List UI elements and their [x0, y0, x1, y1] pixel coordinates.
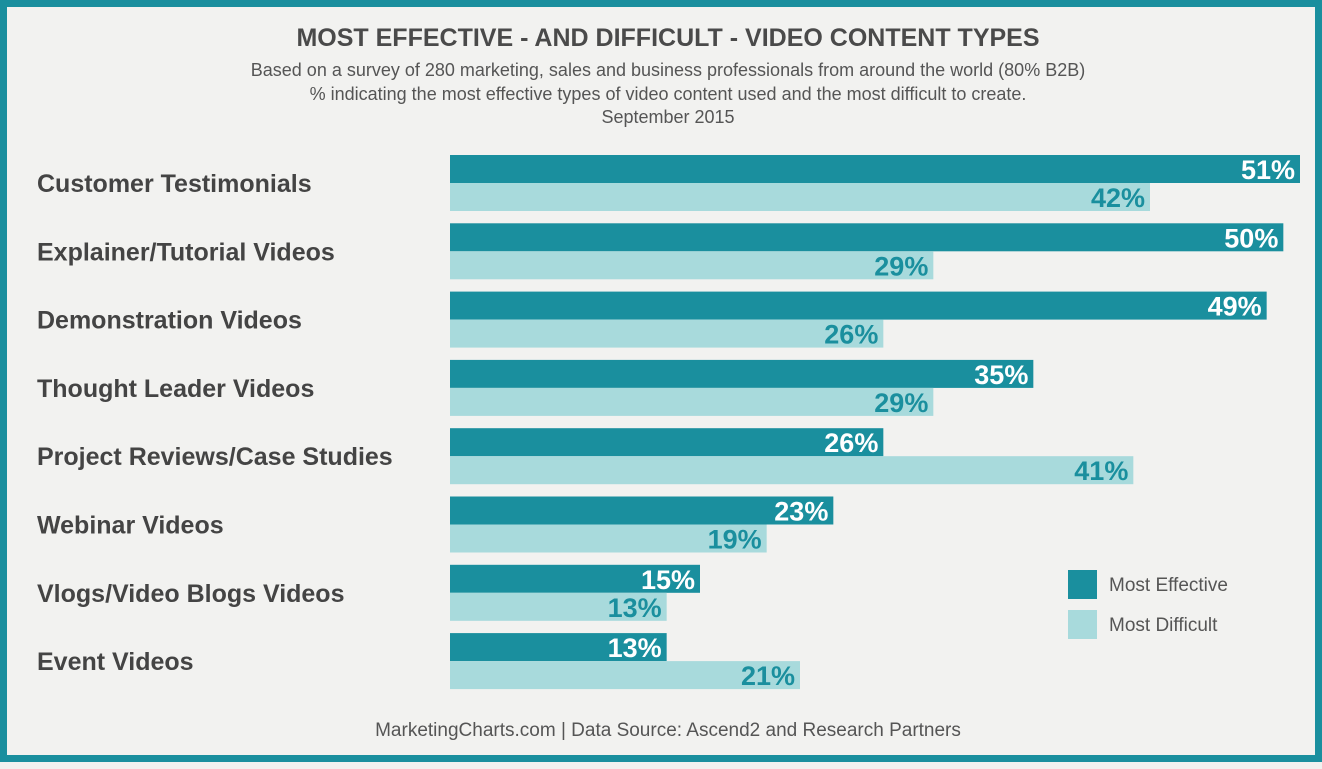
- category-label: Customer Testimonials: [37, 170, 312, 198]
- bar-most-difficult: [450, 251, 934, 280]
- bar-most-difficult: [450, 661, 800, 690]
- category-label: Project Reviews/Case Studies: [37, 443, 393, 471]
- bar-most-difficult: [450, 387, 934, 416]
- bar-most-effective: [450, 428, 884, 457]
- bar-most-difficult: [450, 524, 767, 553]
- category-label: Explainer/Tutorial Videos: [37, 238, 335, 266]
- data-label: 21%: [741, 661, 795, 691]
- bar-most-difficult: [450, 183, 1150, 211]
- chart-subtitle-line-3: September 2015: [601, 107, 735, 127]
- bar-most-effective: [450, 223, 1284, 252]
- data-label: 49%: [1208, 292, 1262, 322]
- data-label: 35%: [974, 360, 1028, 390]
- bar-most-effective: [450, 359, 1034, 388]
- category-label: Demonstration Videos: [37, 307, 302, 335]
- legend-label: Most Effective: [1109, 575, 1228, 596]
- data-label: 29%: [874, 251, 928, 281]
- bar-most-effective: [450, 155, 1300, 183]
- category-label: Event Videos: [37, 648, 194, 676]
- data-label: 41%: [1074, 456, 1128, 486]
- data-label: 42%: [1091, 183, 1145, 213]
- category-label: Thought Leader Videos: [37, 375, 314, 403]
- chart-subtitle-line-2: % indicating the most effective types of…: [309, 84, 1027, 104]
- data-label: 19%: [708, 525, 762, 555]
- data-label: 13%: [608, 633, 662, 663]
- data-label: 13%: [608, 593, 662, 623]
- bar-most-effective: [450, 564, 700, 593]
- legend-swatch-most-difficult: [1068, 610, 1097, 639]
- bar-most-difficult: [450, 592, 667, 621]
- chart-title: MOST EFFECTIVE - AND DIFFICULT - VIDEO C…: [296, 24, 1040, 52]
- data-label: 26%: [824, 320, 878, 350]
- bar-most-effective: [450, 291, 1267, 320]
- data-label: 51%: [1241, 155, 1295, 185]
- bar-chart: Customer Testimonials 51% 42% Explainer/Tut…: [37, 155, 1300, 691]
- data-label: 29%: [874, 388, 928, 418]
- chart-subtitle-line-1: Based on a survey of 280 marketing, sale…: [250, 60, 1086, 80]
- data-label: 50%: [1224, 223, 1278, 253]
- source-note: MarketingCharts.com | Data Source: Ascen…: [375, 720, 961, 741]
- bar-most-difficult: [450, 319, 884, 348]
- legend-label: Most Difficult: [1109, 615, 1218, 636]
- category-label: Vlogs/Video Blogs Videos: [37, 580, 344, 608]
- bar-most-effective: [450, 496, 834, 525]
- bar-most-difficult: [450, 456, 1134, 485]
- bar-most-effective: [450, 633, 667, 662]
- data-label: 23%: [774, 497, 828, 527]
- category-label: Webinar Videos: [37, 512, 224, 540]
- data-label: 15%: [641, 565, 695, 595]
- legend-swatch-most-effective: [1068, 570, 1097, 599]
- data-label: 26%: [824, 428, 878, 458]
